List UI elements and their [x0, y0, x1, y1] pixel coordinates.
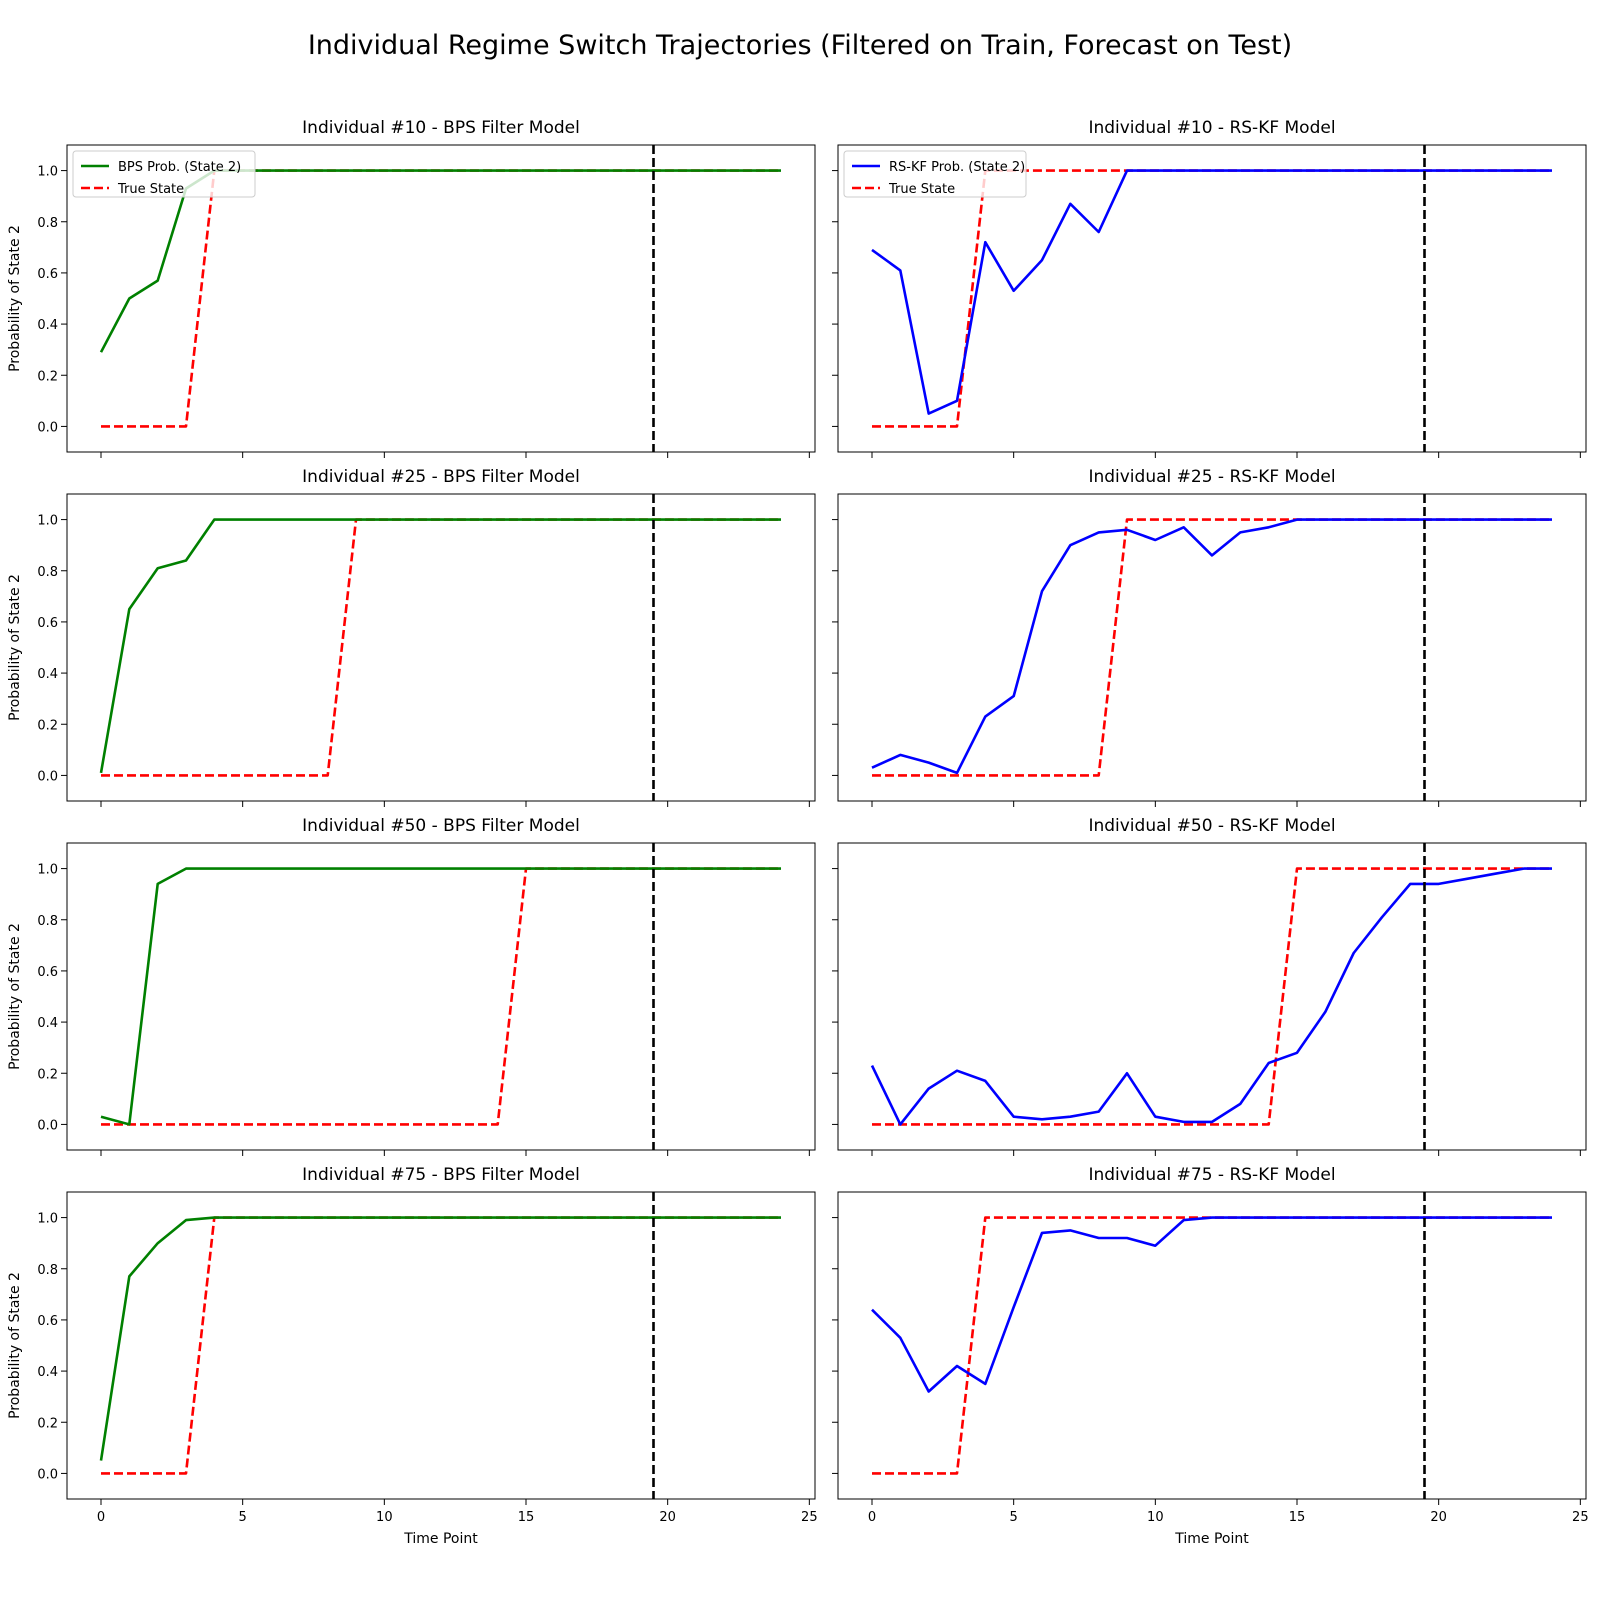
x-tick-label: 25	[1572, 1510, 1589, 1525]
y-tick-label: 0.4	[37, 1365, 58, 1380]
figure-title: Individual Regime Switch Trajectories (F…	[308, 30, 1292, 61]
x-tick-label: 5	[1010, 1510, 1018, 1525]
subplot-5: Individual #50 - BPS Filter Model 0.0 0.2 0…	[7, 816, 816, 1156]
y-axis-label: Probability of State 2	[7, 225, 23, 372]
y-tick-label: 0.0	[37, 1467, 58, 1482]
y-tick-label: 0.2	[37, 1416, 58, 1431]
subplot-7: Individual #75 - BPS Filter Model 0 5 10 15 2…	[7, 1165, 818, 1547]
subplot-1: Individual #10 - BPS Filter Model 0.0 0.2 0…	[7, 118, 816, 458]
y-tick-label: 1.0	[37, 514, 58, 529]
subplot-6: Individual #50 - RS-KF Model	[832, 816, 1587, 1156]
subplot-title: Individual #10 - RS-KF Model	[1088, 118, 1335, 138]
y-tick-label: 0.6	[37, 1314, 58, 1329]
legend-box	[72, 150, 256, 198]
plot-area	[67, 494, 815, 801]
plot-area	[838, 1192, 1586, 1499]
x-axis-label: Time Point	[1174, 1531, 1249, 1547]
y-axis-label: Probability of State 2	[7, 923, 23, 1070]
y-tick-label: 1.0	[37, 1212, 58, 1227]
y-tick-label: 0.4	[37, 318, 58, 333]
legend-box	[843, 150, 1027, 198]
axes-frame	[837, 1191, 1587, 1500]
x-tick-label: 0	[868, 1510, 876, 1525]
plot-area	[838, 843, 1586, 1150]
y-axis-label: Probability of State 2	[7, 1272, 23, 1419]
y-tick-label: 0.0	[37, 1118, 58, 1133]
axes-frame	[66, 1191, 816, 1500]
y-tick-label: 0.2	[37, 718, 58, 733]
subplot-grid: Individual #10 - BPS Filter Model 0.0 0.2 0…	[7, 118, 1589, 1547]
legend-label: True State	[117, 182, 184, 197]
x-tick-label: 10	[376, 1510, 393, 1525]
subplot-title: Individual #50 - BPS Filter Model	[302, 816, 580, 836]
probability-line	[99, 518, 781, 774]
x-tick-label: 20	[659, 1510, 676, 1525]
x-tick-label: 20	[1430, 1510, 1447, 1525]
legend-label: RS-KF Prob. (State 2)	[889, 160, 1025, 175]
y-tick-label: 0.6	[37, 267, 58, 282]
y-tick-label: 0.8	[37, 565, 58, 580]
legend: BPS Prob. (State 2) True State	[72, 150, 256, 198]
y-tick-label: 1.0	[37, 165, 58, 180]
subplot-title: Individual #25 - RS-KF Model	[1088, 467, 1335, 487]
y-tick-label: 0.6	[37, 616, 58, 631]
axes-frame	[66, 842, 816, 1151]
x-tick-label: 5	[239, 1510, 247, 1525]
axes-frame	[837, 144, 1587, 453]
plot-area	[838, 494, 1586, 801]
y-tick-label: 0.0	[37, 769, 58, 784]
legend: RS-KF Prob. (State 2) True State	[843, 150, 1027, 198]
axes-frame	[66, 493, 816, 802]
y-tick-label: 0.2	[37, 369, 58, 384]
subplot-2: Individual #10 - RS-KF Model RS-KF Prob. …	[832, 118, 1587, 458]
subplot-title: Individual #75 - RS-KF Model	[1088, 1165, 1335, 1185]
y-tick-label: 0.8	[37, 216, 58, 231]
x-tick-label: 0	[97, 1510, 105, 1525]
probability-line	[870, 867, 1552, 1126]
subplot-3: Individual #25 - BPS Filter Model 0.0 0.2 0…	[7, 467, 816, 807]
subplot-title: Individual #25 - BPS Filter Model	[302, 467, 580, 487]
y-tick-label: 0.4	[37, 667, 58, 682]
x-tick-label: 15	[1289, 1510, 1306, 1525]
y-axis-label: Probability of State 2	[7, 574, 23, 721]
axes-frame	[837, 493, 1587, 802]
probability-line	[871, 518, 1552, 775]
axes-frame	[66, 144, 816, 453]
subplot-title: Individual #75 - BPS Filter Model	[302, 1165, 580, 1185]
plot-area	[67, 1192, 815, 1499]
y-tick-label: 0.2	[37, 1067, 58, 1082]
subplot-title: Individual #50 - RS-KF Model	[1088, 816, 1335, 836]
subplot-4: Individual #25 - RS-KF Model	[832, 467, 1587, 807]
axes-frame	[837, 842, 1587, 1151]
probability-line	[871, 1216, 1552, 1393]
y-tick-label: 0.8	[37, 1263, 58, 1278]
x-tick-label: 25	[801, 1510, 818, 1525]
legend-label: True State	[888, 182, 955, 197]
y-tick-label: 1.0	[37, 863, 58, 878]
x-tick-label: 15	[518, 1510, 535, 1525]
probability-line	[99, 1216, 781, 1461]
y-tick-label: 0.0	[37, 420, 58, 435]
x-axis-label: Time Point	[403, 1531, 478, 1547]
subplot-title: Individual #10 - BPS Filter Model	[302, 118, 580, 138]
true-state-line	[872, 867, 1552, 1126]
legend-label: BPS Prob. (State 2)	[118, 160, 241, 175]
y-tick-label: 0.6	[37, 965, 58, 980]
y-tick-label: 0.8	[37, 914, 58, 929]
probability-line	[871, 169, 1552, 415]
x-tick-label: 10	[1147, 1510, 1164, 1525]
subplot-8: Individual #75 - RS-KF Model 0 5 10 15 20 25 Ti…	[832, 1165, 1589, 1547]
y-tick-label: 0.4	[37, 1016, 58, 1031]
probability-line	[100, 867, 781, 1126]
plot-area	[67, 843, 815, 1150]
